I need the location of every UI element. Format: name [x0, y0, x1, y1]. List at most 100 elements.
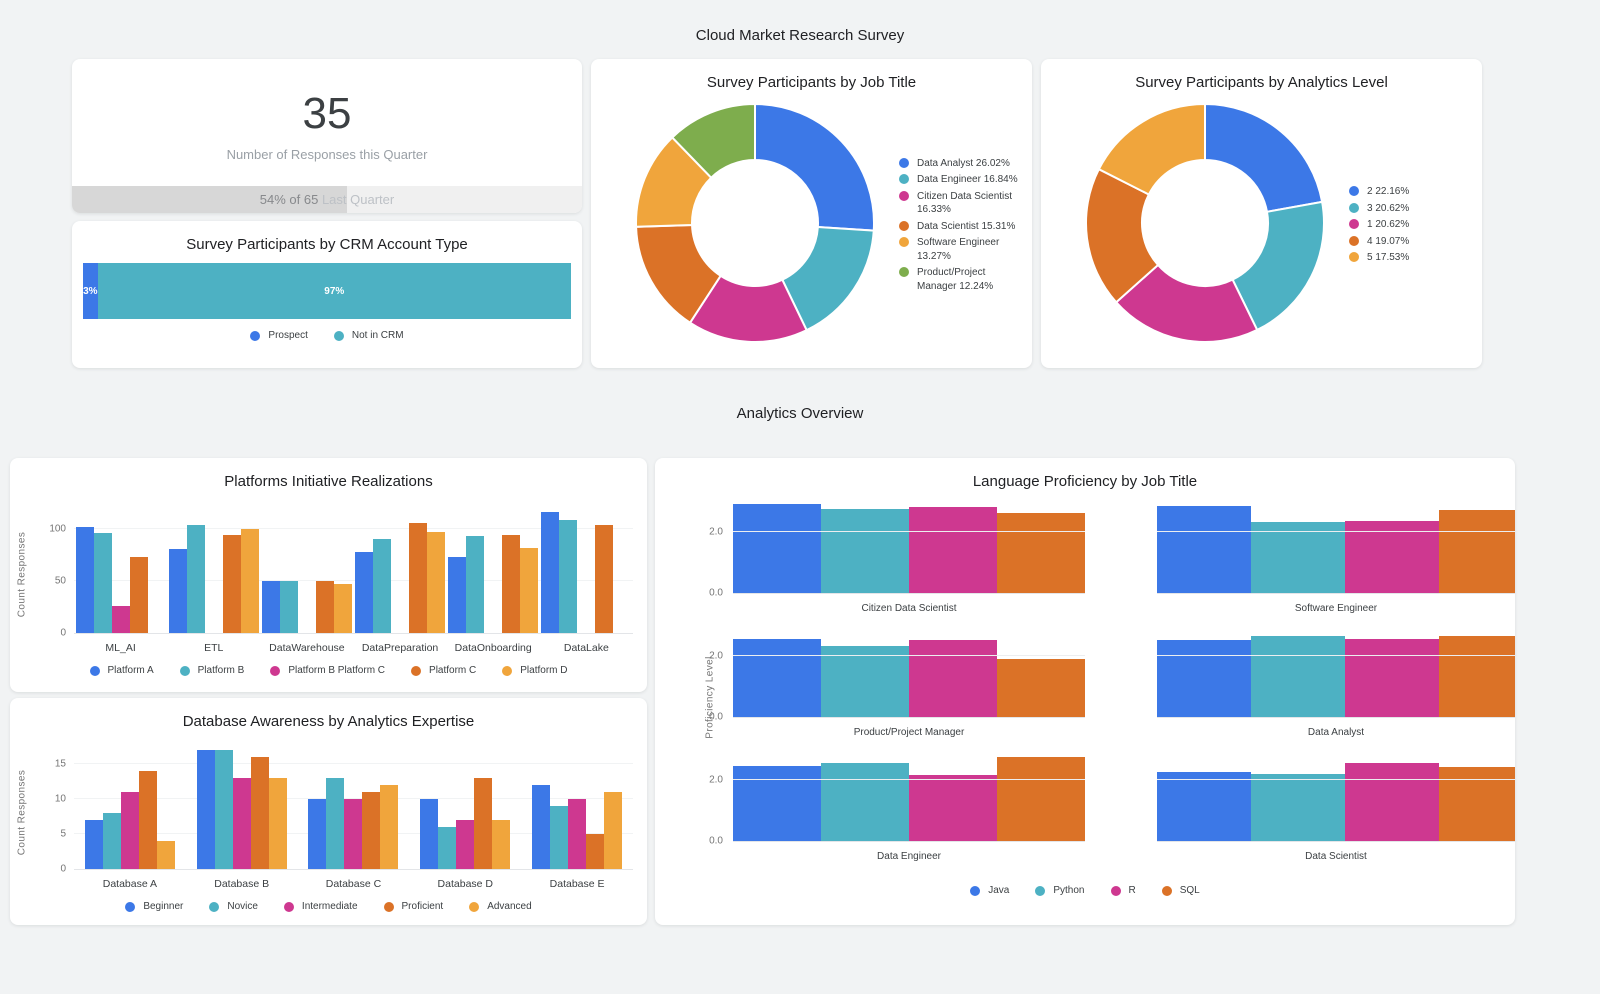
bar-proficient-database-c[interactable]: [362, 792, 381, 869]
bar-r-citizen-data-scientist[interactable]: [909, 507, 997, 593]
donut-slice-5[interactable]: [1097, 102, 1206, 196]
legend-item-3[interactable]: 3 20.62%: [1349, 202, 1472, 216]
bar-platform-c-ml-ai[interactable]: [129, 557, 148, 633]
legend-item-python[interactable]: Python: [1035, 884, 1085, 898]
bar-platform-b-platform-c-ml-ai[interactable]: [111, 605, 130, 633]
bar-r-software-engineer[interactable]: [1345, 520, 1439, 593]
legend-item-novice[interactable]: Novice: [209, 900, 258, 914]
bar-platform-b-etl[interactable]: [186, 524, 205, 633]
bar-java-data-scientist[interactable]: [1157, 772, 1251, 841]
legend-item-2[interactable]: 2 22.16%: [1349, 185, 1472, 199]
legend-item-5[interactable]: 5 17.53%: [1349, 251, 1472, 265]
donut-slice-2[interactable]: [1204, 102, 1324, 213]
bar-platform-a-datapreparation[interactable]: [355, 551, 374, 633]
bar-advanced-database-c[interactable]: [380, 785, 399, 869]
bar-r-data-scientist[interactable]: [1345, 762, 1439, 841]
bar-proficient-database-a[interactable]: [138, 771, 157, 869]
bar-beginner-database-d[interactable]: [420, 799, 439, 869]
bar-r-product-project-manager[interactable]: [909, 640, 997, 717]
legend-item-1[interactable]: 1 20.62%: [1349, 218, 1472, 232]
bar-intermediate-database-d[interactable]: [456, 820, 475, 869]
bar-platform-d-etl[interactable]: [240, 529, 259, 633]
bar-advanced-database-d[interactable]: [492, 820, 511, 869]
bar-intermediate-database-b[interactable]: [232, 778, 251, 869]
bar-sql-data-analyst[interactable]: [1439, 635, 1515, 717]
legend-item-platform-c[interactable]: Platform C: [411, 664, 476, 678]
crm-segment-not-in-crm[interactable]: 97%: [97, 263, 571, 319]
legend-item-java[interactable]: Java: [970, 884, 1009, 898]
donut-slice-data-analyst[interactable]: [754, 102, 875, 232]
legend-item-product-project-manager[interactable]: Product/Project Manager 12.24%: [899, 266, 1022, 293]
bar-platform-c-datawarehouse[interactable]: [315, 581, 334, 633]
legend-item-data-engineer[interactable]: Data Engineer 16.84%: [899, 173, 1022, 187]
legend-item-data-scientist[interactable]: Data Scientist 15.31%: [899, 220, 1022, 234]
bar-novice-database-e[interactable]: [550, 806, 569, 869]
bar-beginner-database-c[interactable]: [308, 799, 327, 869]
bar-python-data-scientist[interactable]: [1251, 773, 1345, 841]
bar-beginner-database-b[interactable]: [196, 750, 215, 869]
bar-sql-product-project-manager[interactable]: [997, 658, 1085, 717]
bar-platform-a-etl[interactable]: [168, 548, 187, 633]
bar-platform-a-datalake[interactable]: [541, 512, 560, 633]
bar-novice-database-a[interactable]: [102, 813, 121, 869]
legend-item-platform-b-platform-c[interactable]: Platform B Platform C: [270, 664, 385, 678]
bar-platform-b-dataonboarding[interactable]: [466, 536, 485, 633]
bar-platform-c-dataonboarding[interactable]: [502, 535, 521, 633]
bar-beginner-database-a[interactable]: [84, 820, 103, 869]
bar-advanced-database-a[interactable]: [156, 841, 175, 869]
bar-platform-b-datalake[interactable]: [559, 519, 578, 633]
bar-intermediate-database-e[interactable]: [568, 799, 587, 869]
bar-proficient-database-e[interactable]: [586, 834, 605, 869]
donut-slice-product-project-manager[interactable]: [670, 102, 756, 179]
bar-sql-citizen-data-scientist[interactable]: [997, 513, 1085, 593]
bar-sql-software-engineer[interactable]: [1439, 510, 1515, 593]
bar-intermediate-database-a[interactable]: [120, 792, 139, 869]
bar-novice-database-d[interactable]: [438, 827, 457, 869]
bar-platform-b-datapreparation[interactable]: [373, 539, 392, 633]
bar-platform-b-datawarehouse[interactable]: [279, 581, 298, 633]
legend-item-platform-b[interactable]: Platform B: [179, 664, 244, 678]
bar-python-citizen-data-scientist[interactable]: [821, 508, 909, 593]
legend-item-citizen-data-scientist[interactable]: Citizen Data Scientist 16.33%: [899, 190, 1022, 217]
legend-item-not-in-crm[interactable]: Not in CRM: [333, 329, 404, 343]
bar-platform-c-datalake[interactable]: [595, 524, 614, 633]
bar-java-software-engineer[interactable]: [1157, 505, 1251, 593]
bar-platform-d-datapreparation[interactable]: [427, 532, 446, 633]
bar-advanced-database-e[interactable]: [604, 792, 623, 869]
bar-java-data-engineer[interactable]: [733, 765, 821, 841]
legend-item-platform-a[interactable]: Platform A: [89, 664, 154, 678]
crm-segment-prospect[interactable]: 3%: [83, 263, 98, 319]
bar-sql-data-scientist[interactable]: [1439, 767, 1515, 841]
legend-item-beginner[interactable]: Beginner: [125, 900, 183, 914]
legend-item-prospect[interactable]: Prospect: [250, 329, 308, 343]
legend-item-intermediate[interactable]: Intermediate: [283, 900, 358, 914]
bar-platform-d-datawarehouse[interactable]: [333, 584, 352, 633]
legend-item-4[interactable]: 4 19.07%: [1349, 235, 1472, 249]
bar-platform-c-etl[interactable]: [222, 535, 241, 633]
bar-java-data-analyst[interactable]: [1157, 640, 1251, 717]
bar-platform-a-dataonboarding[interactable]: [448, 557, 467, 633]
bar-proficient-database-b[interactable]: [250, 757, 269, 869]
bar-r-data-engineer[interactable]: [909, 775, 997, 841]
bar-intermediate-database-c[interactable]: [344, 799, 363, 869]
bar-platform-b-ml-ai[interactable]: [93, 533, 112, 633]
bar-sql-data-engineer[interactable]: [997, 756, 1085, 841]
bar-platform-a-datawarehouse[interactable]: [261, 581, 280, 633]
bar-python-data-engineer[interactable]: [821, 762, 909, 841]
legend-item-proficient[interactable]: Proficient: [383, 900, 443, 914]
legend-item-advanced[interactable]: Advanced: [469, 900, 532, 914]
bar-java-citizen-data-scientist[interactable]: [733, 504, 821, 593]
bar-beginner-database-e[interactable]: [532, 785, 551, 869]
legend-item-data-analyst[interactable]: Data Analyst 26.02%: [899, 157, 1022, 171]
bar-r-data-analyst[interactable]: [1345, 638, 1439, 717]
bar-platform-a-ml-ai[interactable]: [75, 526, 94, 633]
legend-item-sql[interactable]: SQL: [1161, 884, 1200, 898]
bar-python-software-engineer[interactable]: [1251, 522, 1345, 593]
bar-advanced-database-b[interactable]: [268, 778, 287, 869]
bar-java-product-project-manager[interactable]: [733, 638, 821, 717]
bar-novice-database-b[interactable]: [214, 750, 233, 869]
bar-platform-d-dataonboarding[interactable]: [520, 547, 539, 633]
bar-platform-c-datapreparation[interactable]: [409, 522, 428, 633]
bar-python-data-analyst[interactable]: [1251, 635, 1345, 717]
bar-novice-database-c[interactable]: [326, 778, 345, 869]
